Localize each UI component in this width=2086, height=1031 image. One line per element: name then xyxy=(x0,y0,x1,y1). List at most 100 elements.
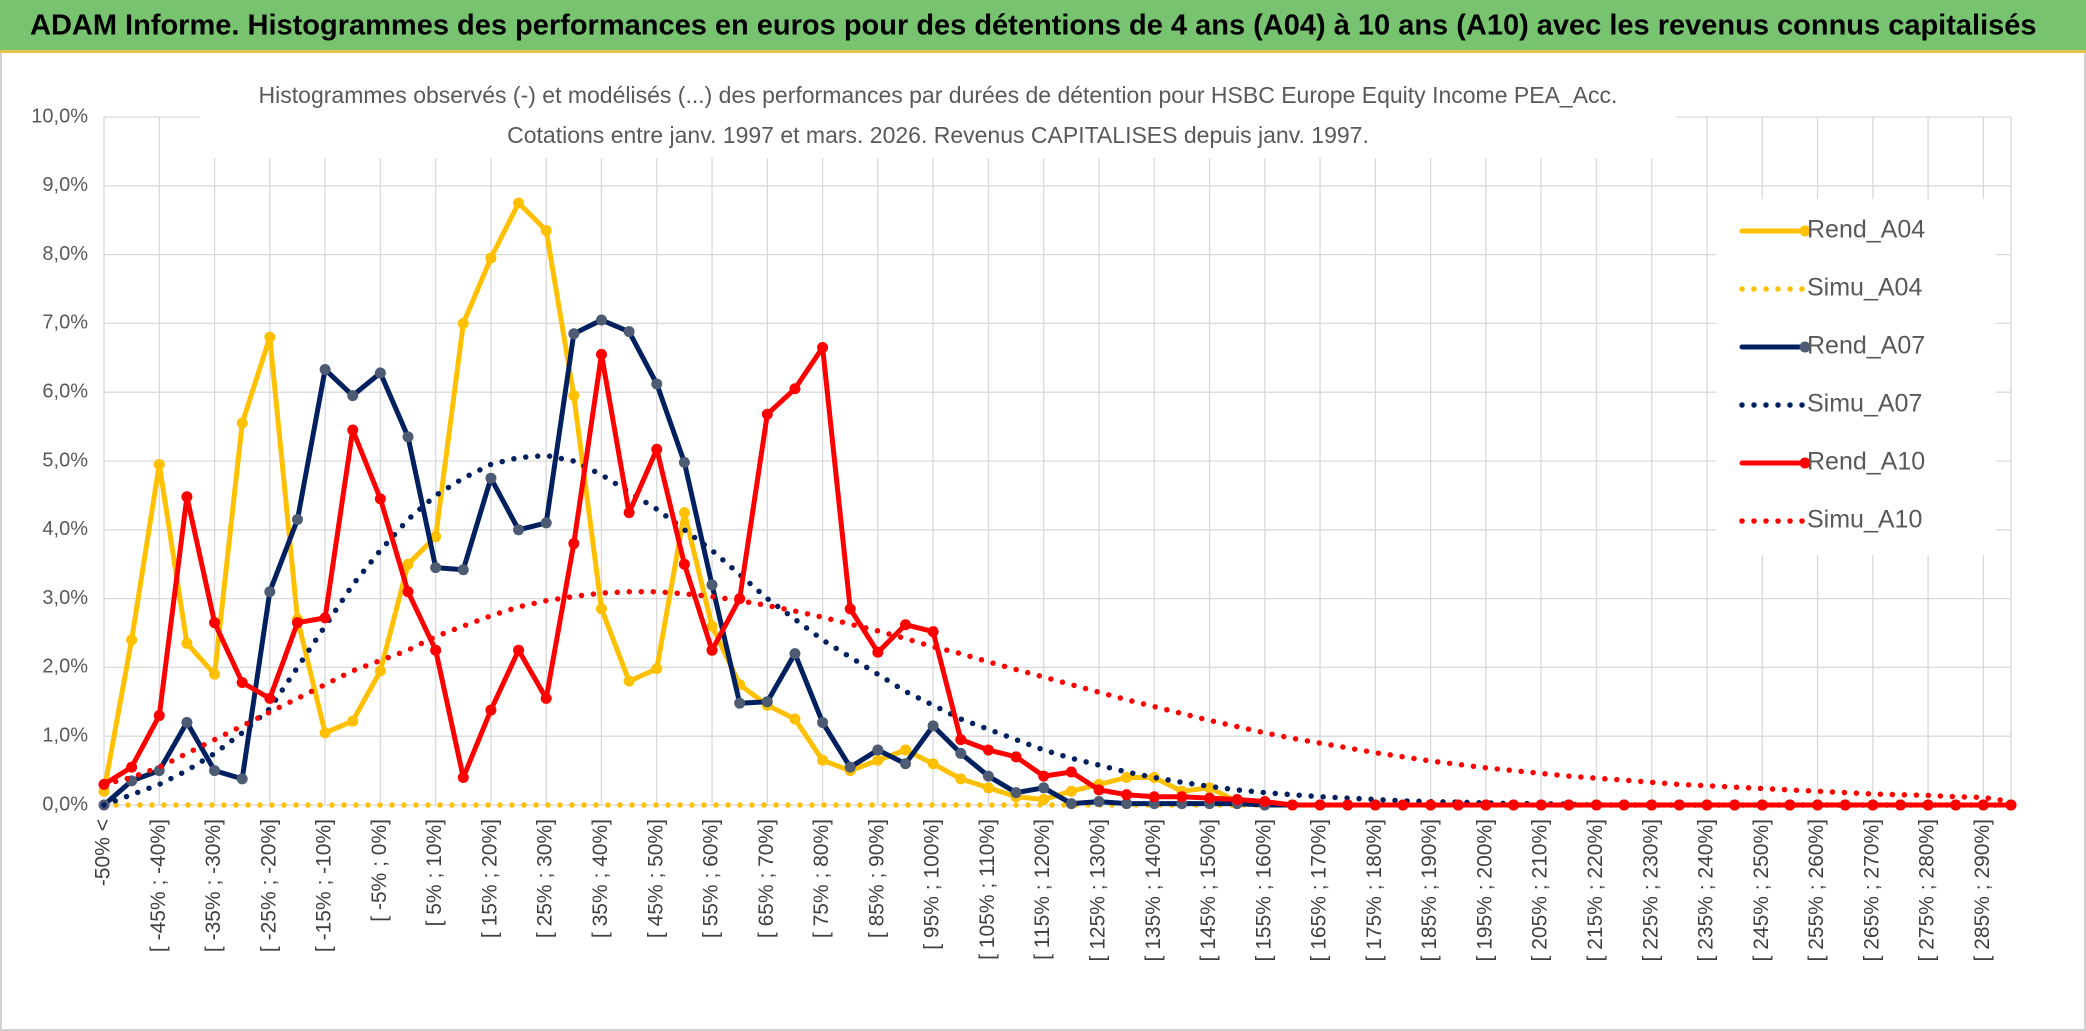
data-point xyxy=(1480,799,1492,811)
y-tick-label: 7,0% xyxy=(42,312,88,334)
data-point xyxy=(734,697,746,709)
data-point xyxy=(1452,799,1464,811)
data-point xyxy=(651,443,663,455)
observed-line xyxy=(101,345,2014,808)
data-point xyxy=(568,390,580,402)
data-point xyxy=(955,773,967,785)
data-point xyxy=(1093,796,1105,808)
legend-marker xyxy=(1799,341,1811,353)
data-point xyxy=(844,761,856,773)
data-point xyxy=(291,513,303,525)
legend-label: Rend_A07 xyxy=(1807,332,1925,360)
x-tick-label: [ 105% ; 110%] xyxy=(976,819,999,960)
data-point xyxy=(1646,799,1658,811)
data-point xyxy=(623,675,635,687)
x-tick-label: [ 245% ; 250%] xyxy=(1750,819,1773,961)
data-point xyxy=(982,744,994,756)
data-point xyxy=(264,692,276,704)
legend: Rend_A04 Simu_A04 Rend_A07 Simu_A07 Rend_A10… xyxy=(1716,199,1996,555)
data-point xyxy=(347,424,359,436)
legend-marker xyxy=(1799,457,1811,469)
data-point xyxy=(955,747,967,759)
data-point xyxy=(319,727,331,739)
data-point xyxy=(236,677,248,689)
data-point xyxy=(347,390,359,402)
model-line xyxy=(101,588,2014,805)
x-tick-label: [ -25% ; -20%] xyxy=(257,819,280,952)
x-tick-label: [ -15% ; -10%] xyxy=(313,819,336,952)
y-tick-label: 4,0% xyxy=(42,518,88,540)
data-point xyxy=(374,665,386,677)
y-tick-label: 10,0% xyxy=(31,105,88,127)
x-tick-label: [ 25% ; 30%] xyxy=(534,819,557,938)
data-point xyxy=(927,758,939,770)
data-point xyxy=(1121,798,1133,810)
data-point xyxy=(2005,799,2017,811)
x-tick-label: [ 275% ; 280%] xyxy=(1916,819,1939,961)
data-point xyxy=(1204,782,1216,794)
data-point xyxy=(1673,799,1685,811)
data-point xyxy=(568,538,580,550)
data-point xyxy=(236,773,248,785)
data-point xyxy=(1756,799,1768,811)
x-tick-label: [ 155% ; 160%] xyxy=(1252,819,1275,961)
data-point xyxy=(678,507,690,519)
data-point xyxy=(706,579,718,591)
data-point xyxy=(1286,799,1298,811)
data-point xyxy=(153,458,165,470)
data-point xyxy=(568,328,580,340)
grid: -50% < [ -45% ; -40%] [ -35% ; -30%] [ -25%… xyxy=(31,105,2012,961)
x-tick-label: [ 225% ; 230%] xyxy=(1639,819,1662,961)
data-point xyxy=(457,317,469,329)
data-point xyxy=(126,634,138,646)
x-tick-label: [ 265% ; 270%] xyxy=(1860,819,1883,961)
x-tick-label: [ -35% ; -30%] xyxy=(202,819,225,952)
chart-title: ADAM Informe. Histogrammes des performan… xyxy=(30,10,2037,42)
data-point xyxy=(513,524,525,536)
data-point xyxy=(899,619,911,631)
data-point xyxy=(485,704,497,716)
data-point xyxy=(1729,799,1741,811)
data-point xyxy=(430,531,442,543)
data-point xyxy=(181,637,193,649)
x-tick-label: [ 175% ; 180%] xyxy=(1363,819,1386,961)
x-tick-label: [ 135% ; 140%] xyxy=(1142,819,1165,961)
data-point xyxy=(209,765,221,777)
data-point xyxy=(1508,799,1520,811)
legend-label: Simu_A04 xyxy=(1807,274,1922,302)
data-point xyxy=(1922,799,1934,811)
data-point xyxy=(485,252,497,264)
data-point xyxy=(678,558,690,570)
data-point xyxy=(982,782,994,794)
data-point xyxy=(595,314,607,326)
data-point xyxy=(374,367,386,379)
chart-subtitle: Histogrammes observés (-) et modélisés (… xyxy=(259,82,1618,108)
data-point xyxy=(651,663,663,675)
x-tick-label: [ 165% ; 170%] xyxy=(1308,819,1331,961)
data-point xyxy=(126,761,138,773)
data-point xyxy=(540,692,552,704)
x-tick-label: [ 65% ; 70%] xyxy=(755,819,778,938)
data-point xyxy=(844,603,856,615)
data-point xyxy=(1425,799,1437,811)
data-point xyxy=(595,603,607,615)
y-tick-label: 5,0% xyxy=(42,449,88,471)
data-point xyxy=(347,715,359,727)
x-tick-label: [ 205% ; 210%] xyxy=(1529,819,1552,961)
data-point xyxy=(402,431,414,443)
data-point xyxy=(1839,799,1851,811)
legend-label: Rend_A10 xyxy=(1807,448,1925,476)
data-point xyxy=(706,620,718,632)
data-point xyxy=(319,612,331,624)
x-tick-label: [ 55% ; 60%] xyxy=(700,819,723,938)
data-point xyxy=(1894,799,1906,811)
data-point xyxy=(181,491,193,503)
data-point xyxy=(1038,782,1050,794)
x-tick-label: [ 235% ; 240%] xyxy=(1695,819,1718,961)
data-point xyxy=(374,493,386,505)
data-point xyxy=(1148,791,1160,803)
chart-subtitle: Cotations entre janv. 1997 et mars. 2026… xyxy=(507,122,1369,148)
data-point xyxy=(209,668,221,680)
data-point xyxy=(291,617,303,629)
